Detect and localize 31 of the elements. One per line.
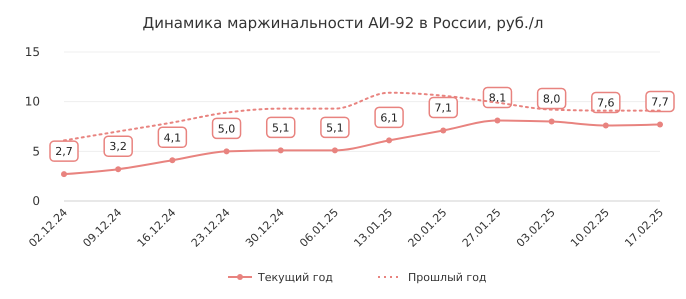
point: [440, 127, 446, 134]
point: [548, 118, 555, 125]
data-label: 4,1: [164, 131, 182, 144]
point: [61, 171, 67, 178]
y-tick-label: 5: [32, 144, 40, 158]
point: [115, 166, 122, 172]
data-label: 6,1: [380, 111, 398, 124]
data-label: 5,1: [272, 121, 290, 134]
data-label: 2,7: [55, 145, 73, 158]
y-tick-label: 10: [24, 94, 40, 109]
chart-title: Динамика маржинальности АИ-92 в России, руб./л: [142, 14, 544, 32]
data-label: 3,2: [109, 140, 127, 154]
data-label: 7,1: [434, 101, 452, 114]
point: [602, 122, 609, 129]
data-label: 5,0: [218, 122, 236, 136]
point: [494, 118, 500, 124]
data-label: 5,1: [326, 121, 344, 134]
data-label: 7,6: [597, 96, 615, 110]
legend-label: Текущий год: [257, 271, 334, 284]
point: [224, 148, 230, 154]
data-label: 7,7: [651, 96, 669, 109]
point: [657, 122, 663, 128]
data-label: 8,1: [488, 92, 506, 105]
y-tick-label: 0: [32, 194, 40, 208]
data-label: 8,0: [542, 92, 560, 106]
point: [278, 147, 284, 154]
y-tick-label: 15: [24, 45, 40, 59]
point: [386, 137, 392, 144]
point: [169, 157, 176, 164]
point: [332, 147, 338, 154]
legend-label: Прошлый год: [408, 271, 487, 284]
